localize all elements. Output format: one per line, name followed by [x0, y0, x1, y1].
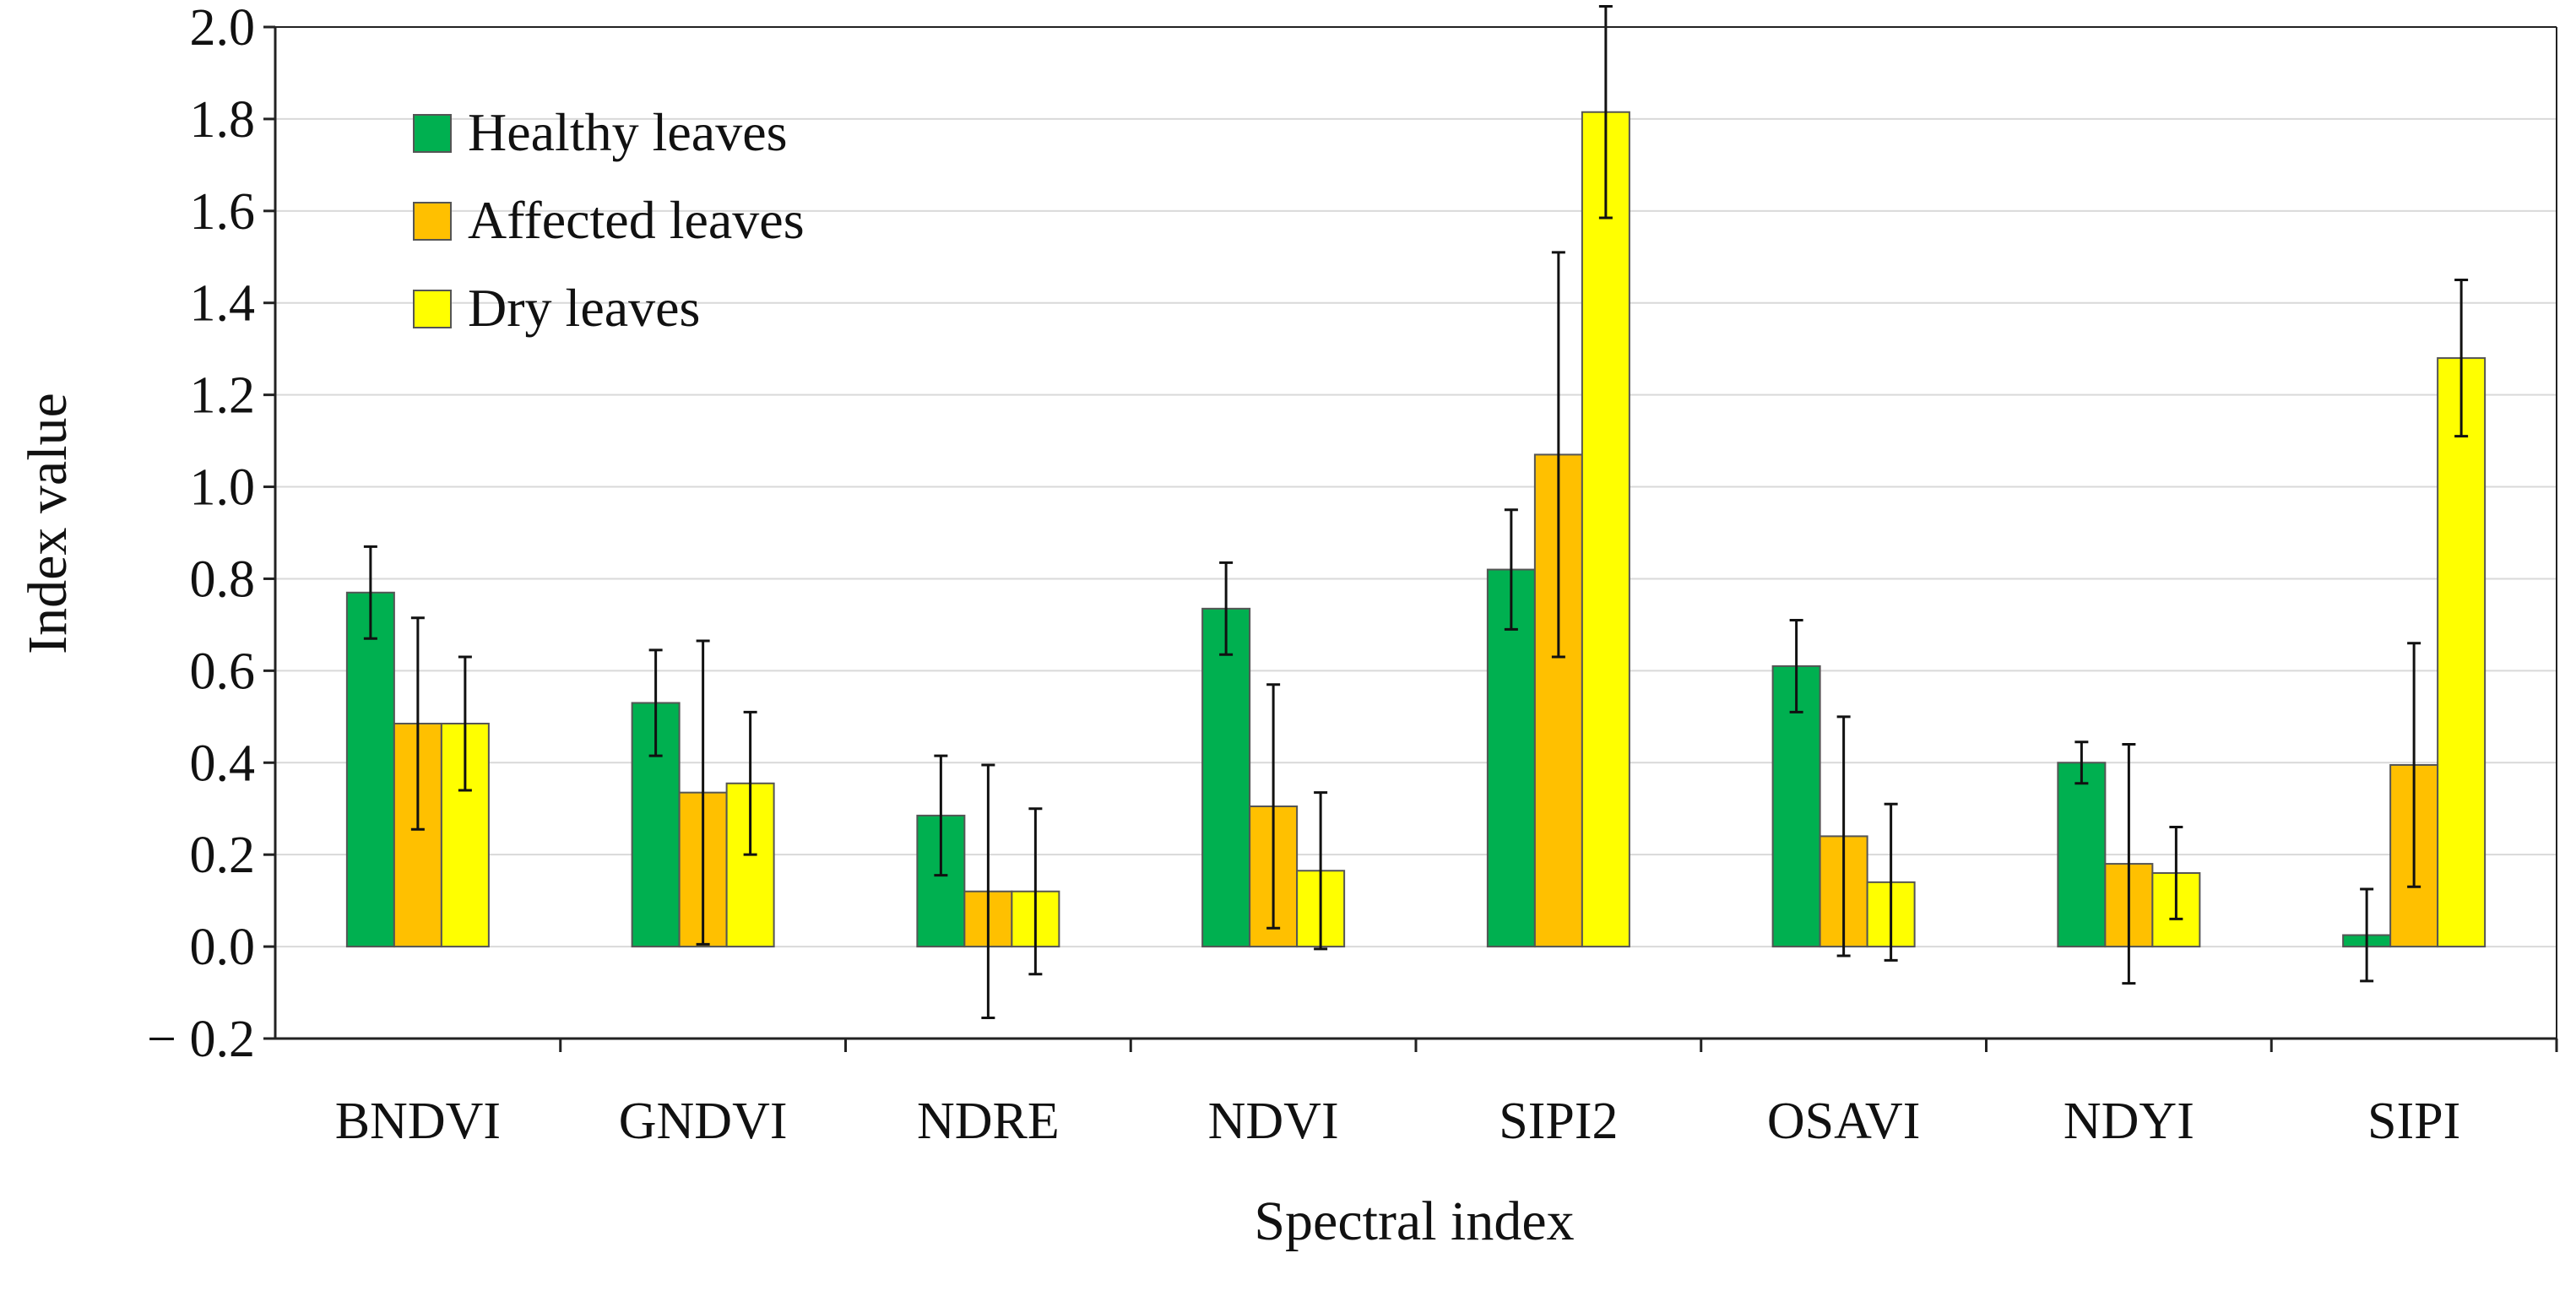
legend-label: Dry leaves — [468, 278, 700, 338]
y-tick-label: 0.2 — [190, 827, 256, 884]
y-tick-label: 2.0 — [190, 0, 256, 57]
legend-swatch — [413, 202, 452, 241]
legend-label: Healthy leaves — [468, 102, 788, 162]
y-tick-label: 1.8 — [190, 91, 256, 149]
bar — [1581, 111, 1630, 948]
y-tick-label: 1.6 — [190, 183, 256, 241]
bar — [1201, 607, 1251, 948]
legend-swatch — [413, 290, 452, 328]
x-tick-label: NDVI — [1208, 1093, 1339, 1150]
bar — [2437, 357, 2487, 948]
y-tick-label: 1.4 — [190, 275, 256, 333]
tick-labels: − 0.2 0.0 0.2 0.4 0.6 0.8 1.0 1.2 1.4 1.6 1.8 2.0 BN… — [147, 0, 2460, 1150]
legend-label: Affected leaves — [468, 190, 805, 250]
x-tick-label: OSAVI — [1767, 1093, 1920, 1150]
x-tick-label: SIPI — [2367, 1093, 2460, 1150]
gridlines — [275, 26, 2557, 948]
x-axis-title: Spectral index — [1254, 1191, 1574, 1252]
x-tick-label: NDRE — [917, 1093, 1060, 1150]
legend: Healthy leaves Affected leaves Dry leaves — [413, 102, 805, 338]
y-tick-label: − 0.2 — [147, 1011, 255, 1068]
bar — [2057, 762, 2107, 948]
x-tick-label: NDYI — [2064, 1093, 2194, 1150]
axes — [263, 25, 2558, 1052]
x-tick-label: BNDVI — [335, 1093, 501, 1150]
y-tick-label: 0.0 — [190, 919, 256, 976]
y-tick-label: 0.4 — [190, 735, 256, 792]
y-axis-title: Index value — [17, 393, 79, 654]
bars — [345, 4, 2487, 1019]
y-tick-label: 1.0 — [190, 459, 256, 517]
y-tick-label: 0.6 — [190, 643, 256, 700]
y-tick-label: 0.8 — [190, 551, 256, 608]
x-tick-label: SIPI2 — [1499, 1093, 1618, 1150]
y-tick-label: 1.2 — [190, 367, 256, 425]
bar — [345, 591, 395, 948]
legend-swatch — [413, 114, 452, 153]
x-tick-label: GNDVI — [619, 1093, 788, 1150]
